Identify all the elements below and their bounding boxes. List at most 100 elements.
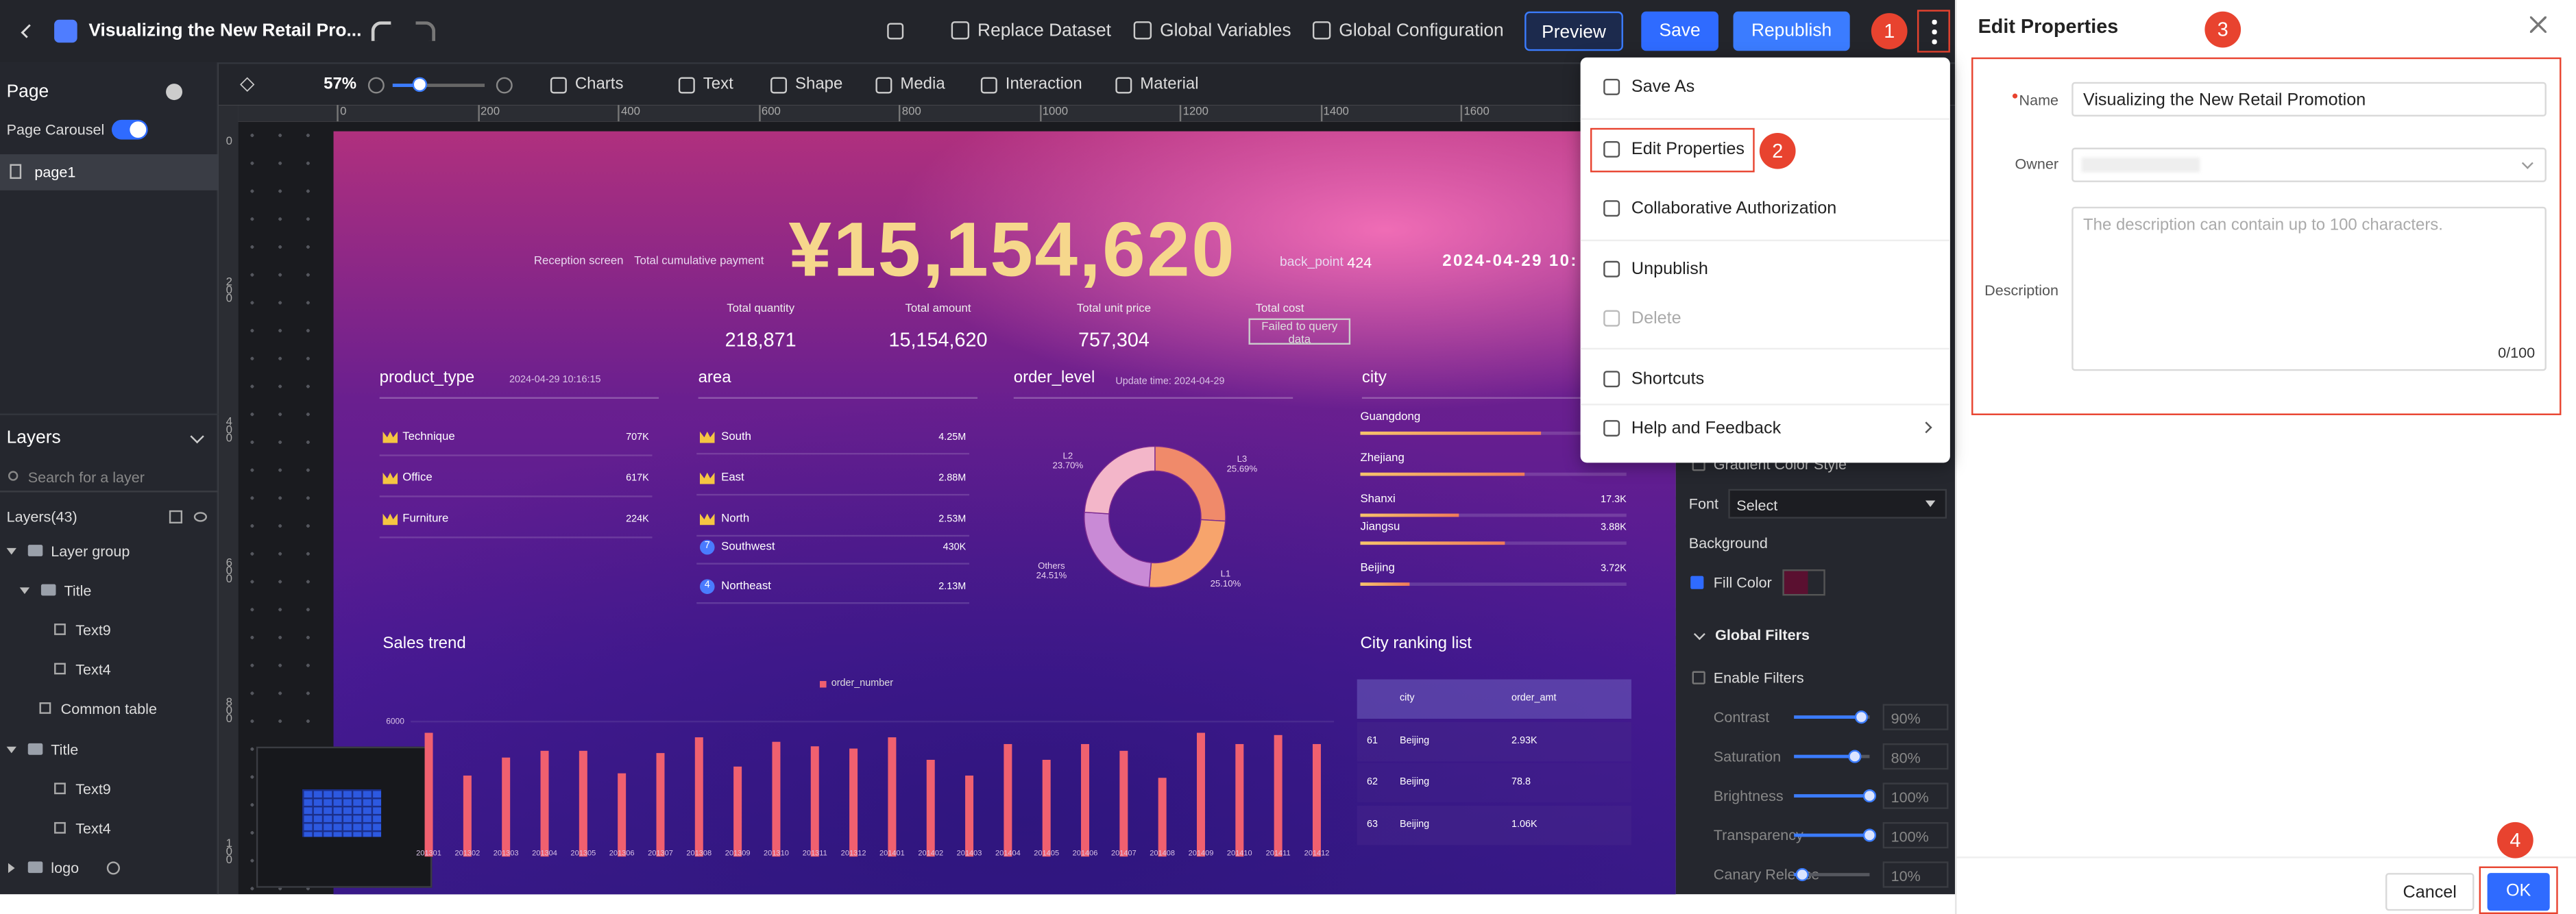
redo-icon[interactable]: [415, 21, 436, 41]
layer-name[interactable]: Title: [51, 741, 79, 758]
table-cell: Beijing: [1399, 778, 1430, 788]
toolbar-button[interactable]: Global Configuration: [1339, 21, 1504, 41]
more-button[interactable]: [1917, 10, 1950, 53]
editbar-button[interactable]: Interaction: [1005, 75, 1082, 94]
slider-label: Brightness: [1713, 787, 1784, 804]
slider-knob[interactable]: [1862, 789, 1877, 803]
editbar-button[interactable]: Material: [1140, 75, 1199, 94]
text-icon: [54, 623, 66, 636]
menu-item[interactable]: Unpublish: [1631, 259, 1708, 280]
font-select[interactable]: Select: [1728, 489, 1947, 519]
zoom-minus[interactable]: [367, 77, 385, 94]
menu-divider: [1580, 347, 1950, 350]
slider-knob[interactable]: [1855, 711, 1869, 724]
collapse-icon[interactable]: [169, 510, 183, 524]
cancel-button[interactable]: Cancel: [2385, 873, 2475, 911]
name-input[interactable]: Visualizing the New Retail Promotion: [2071, 82, 2547, 117]
select-value: Select: [1736, 497, 1778, 514]
editbar-icon: [550, 77, 567, 94]
page-icon: [10, 164, 22, 180]
description-input[interactable]: The description can contain up to 100 ch…: [2071, 206, 2547, 371]
layer-name[interactable]: Text9: [75, 622, 111, 639]
layer-name[interactable]: Title: [64, 582, 92, 600]
undo-icon[interactable]: [371, 21, 391, 41]
bar: [772, 741, 781, 857]
search-placeholder[interactable]: Search for a layer: [27, 469, 145, 486]
menu-item[interactable]: Help and Feedback: [1631, 418, 1782, 439]
layer-name[interactable]: Common table: [60, 701, 157, 718]
zoom-plus[interactable]: [496, 77, 513, 94]
slider-knob[interactable]: [1862, 828, 1877, 842]
page-name[interactable]: page1: [34, 164, 76, 181]
checkbox[interactable]: [1690, 576, 1704, 589]
slider-knob[interactable]: [1795, 867, 1808, 882]
kpi-label: Total quantity: [727, 304, 795, 315]
zoom-knob[interactable]: [412, 77, 428, 92]
slider-value: 100%: [1891, 789, 1929, 806]
close-icon[interactable]: [2529, 16, 2547, 33]
table-cell: 61: [1367, 737, 1378, 747]
menu-icon: [1603, 140, 1620, 158]
editbar-button[interactable]: Text: [703, 75, 733, 94]
layer-name[interactable]: Text9: [75, 780, 111, 797]
editbar-button[interactable]: Media: [900, 75, 945, 94]
menu-icon: [1603, 310, 1620, 327]
editbar-button[interactable]: Shape: [795, 75, 843, 94]
menu-item[interactable]: Save As: [1631, 77, 1695, 97]
row-name: North: [721, 513, 750, 526]
x-tick-label: 201305: [570, 849, 596, 857]
slider-fill: [1794, 754, 1855, 758]
rank-number: 4: [704, 580, 710, 591]
rank-badge: 4: [699, 579, 715, 594]
bar: [926, 759, 935, 857]
bar: [424, 732, 433, 857]
row-name: Shanxi: [1360, 493, 1396, 506]
donut-label: 25.10%: [1211, 578, 1241, 589]
x-tick-label: 201302: [454, 849, 480, 857]
char-counter: 0/100: [2498, 344, 2536, 361]
checkbox[interactable]: [1692, 671, 1705, 684]
x-tick-label: 201308: [686, 849, 712, 857]
menu-item[interactable]: Shortcuts: [1631, 369, 1705, 389]
republish-button[interactable]: Republish: [1733, 11, 1850, 51]
preview-button-label: Preview: [1542, 23, 1606, 43]
search-icon: [8, 471, 19, 481]
rank-badge: 7: [699, 539, 715, 555]
panel-title: product_type: [379, 369, 475, 388]
color-swatch[interactable]: [1782, 569, 1825, 596]
page-row[interactable]: [0, 154, 219, 190]
city-bar: [1360, 541, 1505, 545]
legend-label: order_number: [831, 679, 894, 689]
report-title: Visualizing the New Retail Pro...: [88, 21, 362, 41]
slider-knob[interactable]: [1847, 750, 1861, 763]
kpi-label: Total cost: [1255, 304, 1304, 315]
panel-title: Layers: [6, 428, 61, 448]
section-title: Global Filters: [1715, 626, 1810, 643]
menu-item[interactable]: Collaborative Authorization: [1631, 198, 1837, 219]
owner-select[interactable]: [2071, 147, 2547, 182]
layer-name[interactable]: Text4: [75, 661, 111, 678]
layer-name[interactable]: Text4: [75, 819, 111, 837]
toolbar-button[interactable]: Global Variables: [1160, 21, 1291, 41]
tool-icon: [1312, 21, 1331, 40]
editbar-button[interactable]: Charts: [574, 75, 624, 94]
row-name: Beijing: [1360, 563, 1395, 575]
donut-slice: [1148, 519, 1226, 589]
add-page-icon[interactable]: [166, 84, 183, 101]
preview-button[interactable]: Preview: [1524, 11, 1623, 51]
step-callout: 1: [1871, 13, 1908, 49]
legend-swatch: [819, 680, 827, 688]
menu-item[interactable]: Edit Properties: [1631, 139, 1745, 160]
eye-icon[interactable]: [193, 512, 207, 522]
ruler-label: 800: [223, 697, 235, 722]
save-button[interactable]: Save: [1641, 11, 1718, 51]
carousel-label: Page Carousel: [6, 121, 105, 138]
x-tick-label: 201310: [764, 849, 789, 857]
layer-name[interactable]: logo: [51, 859, 80, 876]
slider-value-box: 80%: [1882, 743, 1949, 770]
layer-name[interactable]: Layer group: [51, 543, 130, 560]
toolbar-button[interactable]: Replace Dataset: [977, 21, 1111, 41]
ruler-label: 200: [223, 276, 235, 301]
ok-button[interactable]: OK: [2487, 873, 2550, 911]
panel-underline: [698, 397, 978, 399]
